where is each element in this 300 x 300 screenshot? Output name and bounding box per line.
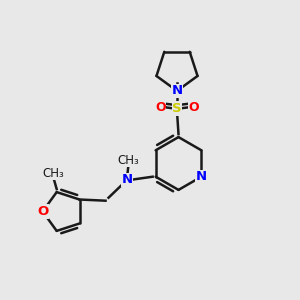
Text: O: O bbox=[188, 100, 199, 114]
Text: O: O bbox=[37, 205, 48, 218]
Text: N: N bbox=[171, 84, 183, 98]
Text: N: N bbox=[196, 170, 207, 183]
Text: CH₃: CH₃ bbox=[118, 154, 140, 167]
Text: N: N bbox=[122, 173, 133, 186]
Text: O: O bbox=[155, 100, 166, 114]
Text: S: S bbox=[172, 102, 182, 115]
Text: CH₃: CH₃ bbox=[43, 167, 64, 180]
